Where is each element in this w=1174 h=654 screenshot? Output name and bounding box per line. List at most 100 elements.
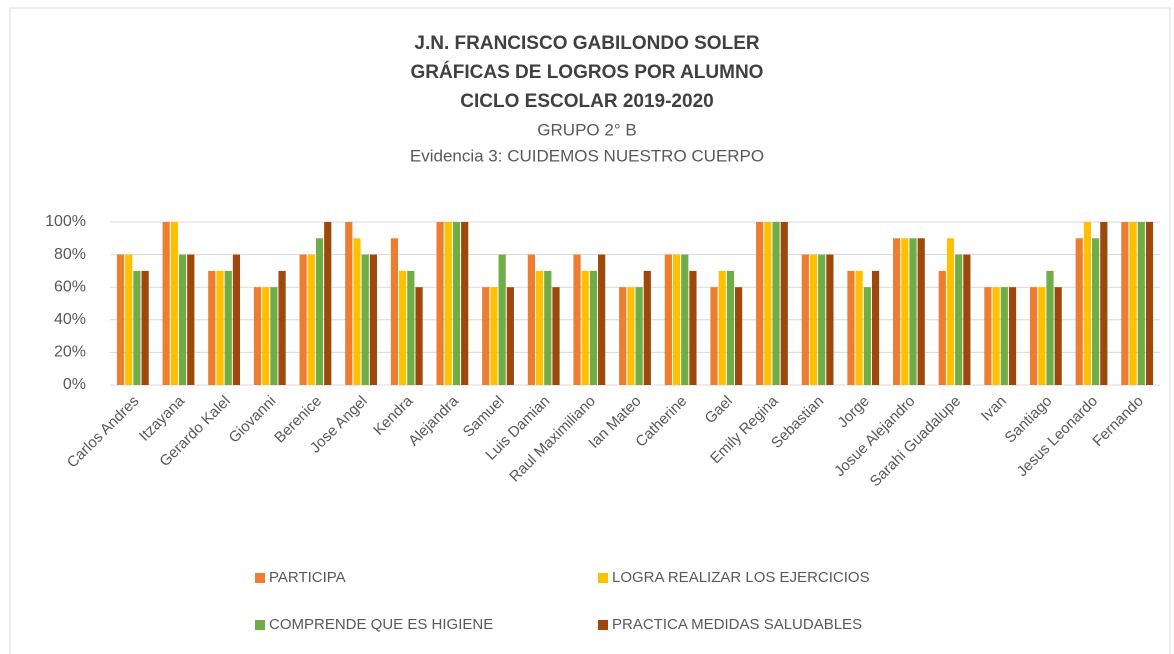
bar	[307, 254, 315, 385]
legend-label: PRACTICA MEDIDAS SALUDABLES	[612, 616, 862, 633]
bar	[1083, 222, 1092, 385]
bar	[490, 287, 498, 385]
chart-subtitle: GRUPO 2° B	[537, 120, 636, 139]
bar	[726, 270, 735, 385]
chart-title: GRÁFICAS DE LOGROS POR ALUMNO	[411, 61, 764, 83]
bar	[756, 222, 764, 385]
bar	[270, 287, 278, 385]
bar	[216, 270, 224, 385]
chart-title: J.N. FRANCISCO GABILONDO SOLER	[414, 33, 759, 54]
y-tick-label: 100%	[45, 213, 86, 230]
bar	[909, 238, 917, 385]
bar	[1038, 287, 1046, 385]
bar	[581, 270, 589, 385]
bar	[1129, 222, 1137, 385]
bar	[847, 270, 855, 385]
bar	[818, 254, 826, 385]
bar	[170, 222, 178, 385]
bar	[735, 287, 743, 385]
bar	[992, 287, 1000, 385]
bar	[232, 254, 241, 385]
bar	[681, 254, 689, 385]
bar	[178, 254, 187, 385]
y-tick-label: 0%	[63, 376, 86, 393]
bar	[278, 270, 286, 385]
bar	[573, 254, 581, 385]
bar	[1000, 287, 1008, 385]
bar	[938, 270, 946, 385]
bar	[162, 222, 170, 385]
bar	[444, 222, 452, 385]
bar	[619, 287, 627, 385]
bar	[461, 222, 469, 385]
bar	[361, 254, 369, 385]
bar	[506, 287, 514, 385]
legend-swatch	[598, 573, 608, 583]
y-tick-label: 80%	[54, 246, 86, 263]
bar	[187, 254, 195, 385]
bar	[544, 270, 552, 385]
bar	[125, 254, 133, 385]
y-tick-label: 40%	[54, 311, 86, 328]
bar	[589, 270, 598, 385]
bar	[955, 254, 963, 385]
bar	[710, 287, 718, 385]
bar	[809, 254, 818, 385]
legend-swatch	[598, 620, 608, 630]
bar	[1046, 270, 1054, 385]
bar	[552, 287, 560, 385]
bar	[452, 222, 461, 385]
bar	[407, 270, 415, 385]
bar	[1137, 222, 1145, 385]
y-tick-label: 60%	[54, 278, 86, 295]
bar	[399, 270, 407, 385]
legend-label: LOGRA REALIZAR LOS EJERCICIOS	[612, 569, 870, 586]
bar	[482, 287, 490, 385]
bar	[871, 270, 880, 385]
bar	[893, 238, 901, 385]
bar	[1145, 222, 1154, 385]
chart-title: CICLO ESCOLAR 2019-2020	[460, 91, 713, 112]
bar	[764, 222, 772, 385]
bar	[527, 254, 535, 385]
bar	[224, 270, 232, 385]
bar	[1008, 287, 1017, 385]
bar	[1075, 238, 1083, 385]
bar	[369, 254, 377, 385]
bar	[598, 254, 606, 385]
bar	[984, 287, 992, 385]
bar	[672, 254, 681, 385]
bar	[1092, 238, 1100, 385]
bar	[643, 270, 651, 385]
legend-swatch	[255, 620, 265, 630]
bar	[345, 222, 353, 385]
bar	[1100, 222, 1108, 385]
bar	[901, 238, 909, 385]
bar	[664, 254, 672, 385]
legend-label: COMPRENDE QUE ES HIGIENE	[269, 616, 493, 633]
bar	[498, 254, 506, 385]
bar	[415, 287, 423, 385]
bar	[390, 238, 399, 385]
bar	[262, 287, 270, 385]
bar	[436, 222, 444, 385]
bar	[772, 222, 780, 385]
bar	[1029, 287, 1038, 385]
bar	[801, 254, 809, 385]
bar	[315, 238, 324, 385]
bar	[689, 270, 697, 385]
bar	[141, 270, 149, 385]
bar	[1054, 287, 1062, 385]
legend-label: PARTICIPA	[269, 569, 346, 586]
bar	[635, 287, 643, 385]
bar	[1121, 222, 1129, 385]
legend-swatch	[255, 573, 265, 583]
bar	[917, 238, 925, 385]
bar	[116, 254, 125, 385]
bar	[133, 270, 141, 385]
bar	[353, 238, 361, 385]
bar	[324, 222, 332, 385]
bar	[535, 270, 544, 385]
bar	[208, 270, 216, 385]
